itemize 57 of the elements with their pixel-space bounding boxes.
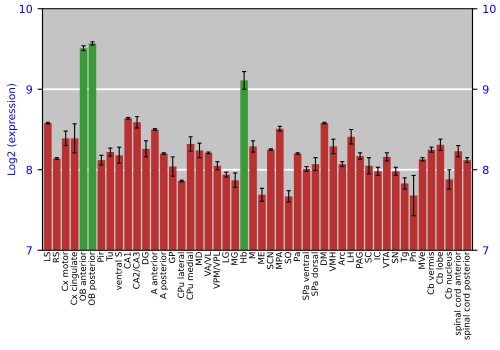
x-tick-label: VPM/VPL [213, 252, 221, 289]
x-tick-label: Cx motor [62, 252, 68, 291]
y-tick-label: 9 [26, 85, 32, 94]
x-tick-label: Pir [97, 252, 104, 262]
x-tick-label: Cb nucleus [445, 252, 452, 299]
y-tick-label: 7 [26, 246, 32, 254]
x-tick-label: MVe [418, 252, 426, 269]
x-tick-label: Tg [400, 252, 409, 262]
x-tick-label: Pa [294, 252, 300, 261]
y-tick-label: 8 [26, 166, 32, 174]
x-tick-label: MD [196, 252, 202, 265]
x-tick-label: M [249, 252, 256, 258]
x-tick-label: VA/VL [204, 252, 212, 276]
x-tick-label: Cb vermis [427, 252, 434, 294]
x-tick-label: CPu lateral [178, 252, 184, 298]
x-tick-label: A posterior [160, 252, 168, 299]
x-tick-label: CPu medial [186, 252, 194, 300]
x-tick-label: ventral S [115, 252, 122, 290]
x-tick-label: DM [320, 252, 327, 265]
x-tick-label: Hb [240, 252, 247, 263]
x-tick-label: Tu [106, 252, 113, 262]
x-tick-label: LG [222, 252, 229, 262]
x-tick-label: RS [52, 252, 60, 262]
y-tick-label: 10 [20, 4, 32, 14]
x-tick-label: OB posterior [88, 252, 97, 306]
x-tick-label: PAG [356, 252, 363, 268]
y-axis-title: Log2 (expression) [7, 84, 18, 175]
x-tick-label: GP [168, 252, 176, 264]
x-tick-label: LS [44, 252, 50, 262]
x-tick-label: Pn [410, 252, 416, 262]
y2-tick-label: 10 [483, 4, 496, 14]
y2-tick-label: 8 [482, 166, 489, 174]
x-tick-label: spinal cord posterior [462, 252, 472, 340]
x-tick-label: A anterior [150, 252, 158, 294]
x-tick-label: VTA [382, 252, 390, 268]
x-tick-label: SC [365, 252, 372, 263]
x-tick-label: Cx cingulate [70, 252, 79, 305]
x-tick-label: MG [231, 252, 238, 265]
x-tick-label: SPa ventral [302, 252, 310, 300]
x-tick-label: SN [392, 252, 398, 263]
x-tick-label: CA2/CA3 [133, 252, 140, 289]
x-tick-label: SPa dorsal [311, 252, 318, 296]
x-tick-label: ME [258, 252, 264, 264]
y2-tick-label: 9 [482, 85, 489, 94]
x-tick-label: IC [374, 252, 380, 260]
x-tick-label: OB anterior [79, 252, 86, 301]
x-tick-label: SCN [266, 252, 274, 269]
x-tick-label: DG [142, 252, 148, 264]
x-tick-label: Arc [338, 252, 345, 266]
x-tick-label: VMH [329, 252, 336, 272]
x-tick-label: Cb lobe [436, 252, 443, 284]
x-tick-label: spinal cord anterior [454, 252, 462, 336]
x-tick-label: MPA [276, 252, 282, 269]
y2-tick-label: 7 [483, 246, 488, 254]
x-tick-label: LH [347, 252, 354, 262]
x-tick-label: SO [284, 252, 292, 264]
x-tick-label: CA1 [124, 252, 131, 269]
